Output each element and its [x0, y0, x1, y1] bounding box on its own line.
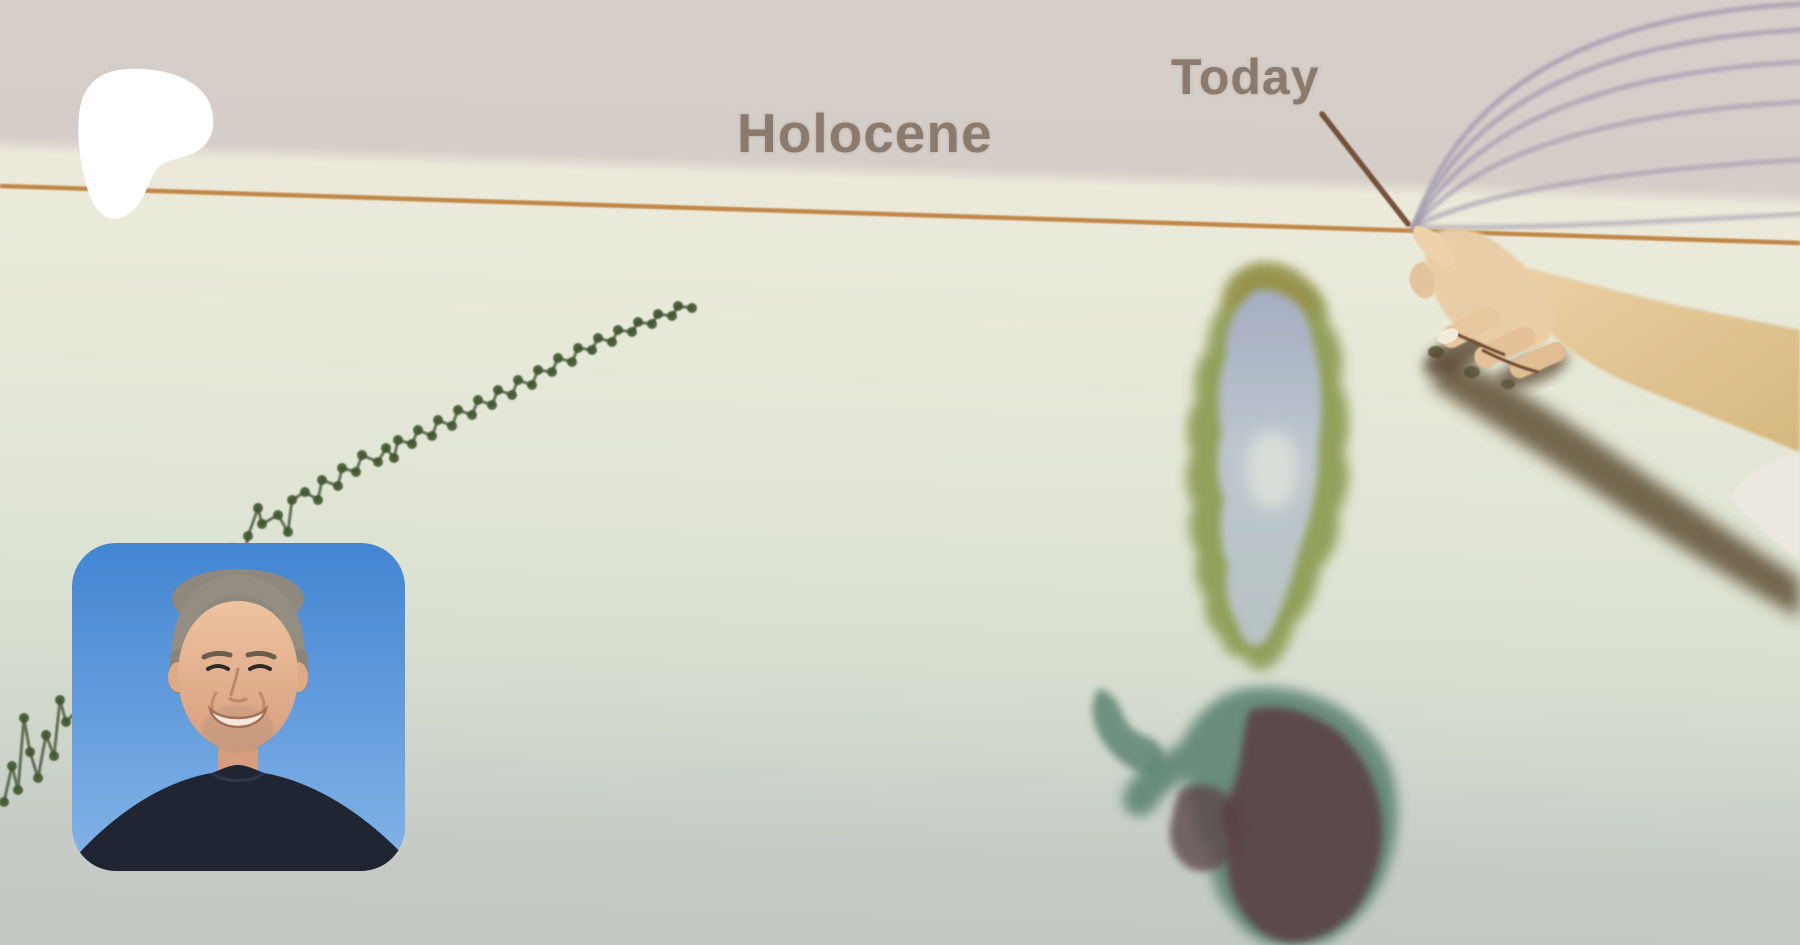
today-label: Today: [1171, 49, 1320, 105]
holocene-label: Holocene: [737, 102, 993, 164]
antarctica-west-lobe: [1169, 785, 1242, 872]
fingertip-shade: [1501, 379, 1515, 389]
fingertip-shade: [1464, 366, 1480, 378]
presenter-arm-and-hand: [1409, 225, 1800, 618]
nose: [228, 667, 248, 703]
finger-gap-line: [1481, 348, 1539, 374]
antarctica-peninsula: [1092, 688, 1165, 775]
antarctica-interior: [1221, 707, 1383, 943]
hair: [171, 574, 305, 671]
creator-avatar[interactable]: [72, 543, 405, 871]
fingertip-shade: [1428, 346, 1444, 358]
eyebrow: [245, 650, 277, 660]
collar-seam: [210, 771, 266, 782]
eye: [206, 664, 230, 671]
arm-shadow: [1432, 352, 1800, 618]
shirt: [72, 765, 405, 871]
sleeve: [1730, 452, 1800, 560]
eyebrow: [201, 650, 233, 660]
fingernail: [1437, 328, 1459, 344]
antarctica-map: [1092, 687, 1398, 945]
forearm: [1527, 268, 1800, 452]
greenland-ice-highlight: [1245, 430, 1299, 510]
folded-finger: [1474, 326, 1536, 368]
chart-data-layer: [0, 1, 1800, 830]
avatar-portrait: [72, 543, 405, 871]
index-finger: [1413, 225, 1455, 267]
greenland-map: [1186, 264, 1349, 671]
face: [178, 601, 298, 751]
thumb: [1409, 262, 1435, 299]
patreon-logo[interactable]: [78, 68, 214, 219]
eye: [248, 664, 272, 671]
smiling-mouth: [207, 704, 269, 729]
